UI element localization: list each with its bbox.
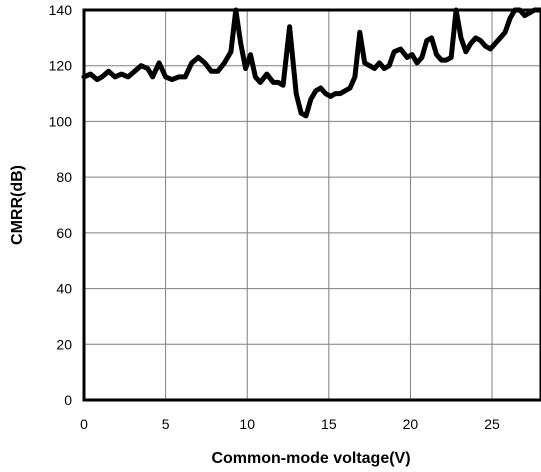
x-tick-label: 15 bbox=[321, 416, 337, 432]
y-tick-labels: 0 20 40 60 80 100 120 140 bbox=[49, 2, 73, 408]
x-tick-label: 10 bbox=[239, 416, 255, 432]
y-axis-title: CMRR(dB) bbox=[9, 165, 26, 245]
grid bbox=[83, 9, 541, 401]
y-tick-label: 100 bbox=[49, 113, 73, 129]
y-tick-label: 80 bbox=[56, 169, 72, 185]
x-tick-label: 25 bbox=[484, 416, 500, 432]
y-tick-label: 60 bbox=[56, 225, 72, 241]
series-line bbox=[81, 7, 541, 119]
y-tick-label: 120 bbox=[49, 58, 73, 74]
y-tick-label: 20 bbox=[56, 336, 72, 352]
x-tick-label: 20 bbox=[403, 416, 419, 432]
y-tick-label: 0 bbox=[64, 392, 72, 408]
plot-frame bbox=[82, 8, 541, 402]
x-tick-labels: 0 5 10 15 20 25 bbox=[80, 416, 500, 432]
x-tick-label: 5 bbox=[162, 416, 170, 432]
y-tick-label: 140 bbox=[49, 2, 73, 18]
x-axis-title: Common-mode voltage(V) bbox=[211, 450, 410, 467]
y-tick-label: 40 bbox=[56, 281, 72, 297]
x-tick-label: 0 bbox=[80, 416, 88, 432]
